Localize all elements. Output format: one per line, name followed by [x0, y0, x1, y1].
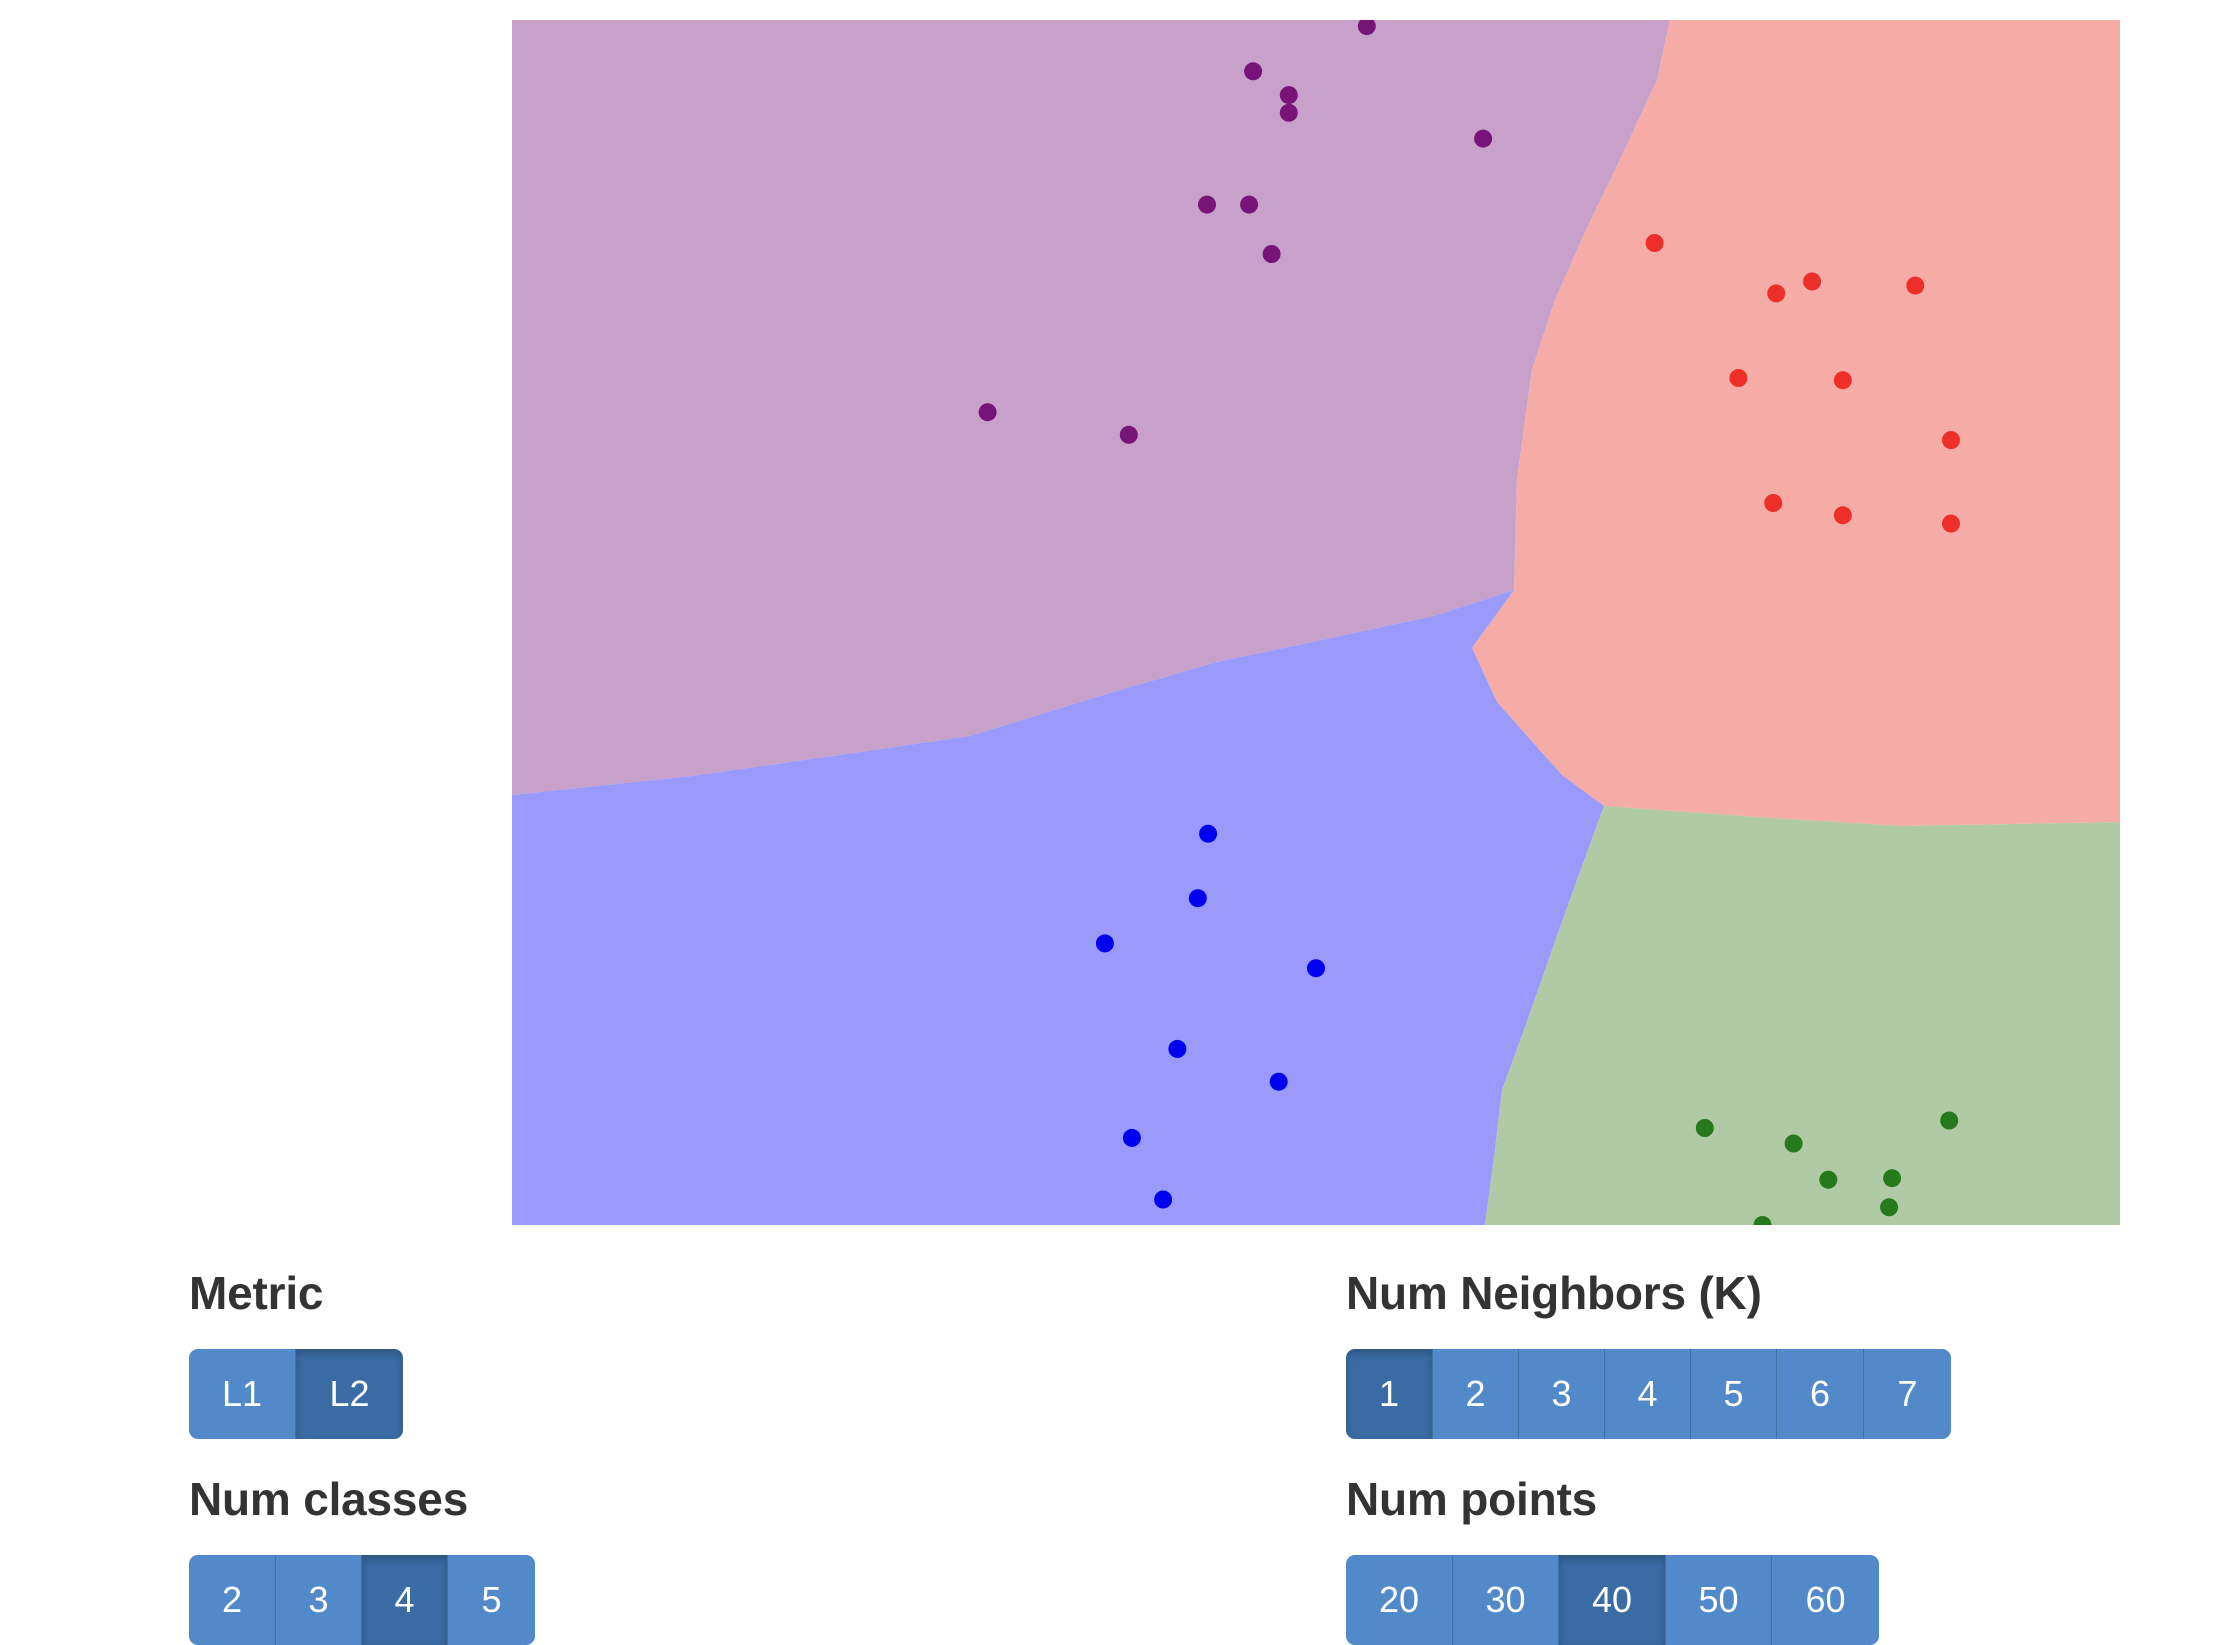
data-point-red: [1942, 514, 1960, 533]
data-point-green: [1883, 1169, 1902, 1188]
num-neighbors-label: Num Neighbors (K): [1346, 1267, 1762, 1319]
data-point-purple: [1474, 129, 1493, 148]
knn-decision-boundary-canvas[interactable]: [512, 20, 2120, 1225]
k-4-button[interactable]: 4: [1605, 1349, 1691, 1439]
metric-label: Metric: [189, 1267, 324, 1319]
num-classes-button-group: 2 3 4 5: [189, 1555, 535, 1645]
data-point-green: [1819, 1170, 1838, 1189]
data-point-red: [1767, 284, 1786, 303]
num-points-control: Num points 20 30 40 50 60: [1346, 1476, 1879, 1645]
metric-button-group: L1 L2: [189, 1349, 403, 1439]
data-point-purple: [1244, 62, 1263, 81]
num-points-label: Num points: [1346, 1473, 1597, 1525]
k-3-button[interactable]: 3: [1519, 1349, 1605, 1439]
data-point-green: [1880, 1198, 1899, 1217]
num-classes-control: Num classes 2 3 4 5: [189, 1476, 535, 1645]
data-point-blue: [1269, 1072, 1288, 1091]
k-7-button[interactable]: 7: [1864, 1349, 1951, 1439]
points-50-button[interactable]: 50: [1666, 1555, 1772, 1645]
data-point-green: [1940, 1111, 1959, 1130]
data-point-purple: [1119, 425, 1138, 444]
data-point-red: [1729, 369, 1748, 387]
data-point-purple: [1240, 195, 1259, 214]
classes-2-button[interactable]: 2: [189, 1555, 276, 1645]
classes-4-button[interactable]: 4: [362, 1555, 448, 1645]
data-point-purple: [1279, 103, 1298, 122]
data-point-purple: [1279, 86, 1298, 105]
k-6-button[interactable]: 6: [1777, 1349, 1864, 1439]
metric-l1-button[interactable]: L1: [189, 1349, 296, 1439]
decision-boundary-plot[interactable]: [512, 20, 2120, 1225]
region-green: [1485, 806, 2120, 1225]
data-point-red: [1833, 506, 1852, 525]
data-point-green: [1695, 1119, 1714, 1137]
data-point-blue: [1307, 959, 1325, 978]
training-points: [978, 20, 1960, 1225]
data-point-blue: [1168, 1039, 1187, 1058]
data-point-purple: [1198, 195, 1216, 214]
data-point-blue: [1122, 1128, 1141, 1147]
data-point-green: [1784, 1134, 1803, 1153]
metric-control: Metric L1 L2: [189, 1270, 403, 1439]
k-5-button[interactable]: 5: [1691, 1349, 1777, 1439]
classes-5-button[interactable]: 5: [448, 1555, 535, 1645]
region-red: [1472, 20, 2120, 826]
num-points-button-group: 20 30 40 50 60: [1346, 1555, 1879, 1645]
data-point-blue: [1154, 1190, 1173, 1209]
data-point-blue: [1199, 824, 1218, 843]
data-point-red: [1803, 272, 1822, 291]
data-point-green: [1753, 1216, 1772, 1225]
data-point-purple: [1357, 20, 1376, 36]
data-point-red: [1833, 371, 1852, 390]
data-point-purple: [1262, 245, 1281, 263]
classes-3-button[interactable]: 3: [276, 1555, 362, 1645]
data-point-red: [1645, 234, 1664, 252]
k-1-button[interactable]: 1: [1346, 1349, 1433, 1439]
points-30-button[interactable]: 30: [1453, 1555, 1559, 1645]
data-point-red: [1906, 276, 1925, 295]
num-neighbors-button-group: 1 2 3 4 5 6 7: [1346, 1349, 1951, 1439]
num-neighbors-control: Num Neighbors (K) 1 2 3 4 5 6 7: [1346, 1270, 1951, 1439]
region-blue: [512, 590, 1604, 1225]
data-point-blue: [1188, 889, 1207, 908]
points-20-button[interactable]: 20: [1346, 1555, 1453, 1645]
decision-regions: [512, 20, 2120, 1225]
region-purple: [512, 20, 1670, 795]
metric-l2-button[interactable]: L2: [296, 1349, 403, 1439]
data-point-blue: [1095, 934, 1114, 953]
data-point-purple: [978, 403, 997, 422]
k-2-button[interactable]: 2: [1433, 1349, 1519, 1439]
points-60-button[interactable]: 60: [1772, 1555, 1879, 1645]
data-point-red: [1942, 431, 1960, 450]
num-classes-label: Num classes: [189, 1473, 469, 1525]
data-point-red: [1764, 494, 1783, 512]
points-40-button[interactable]: 40: [1559, 1555, 1666, 1645]
